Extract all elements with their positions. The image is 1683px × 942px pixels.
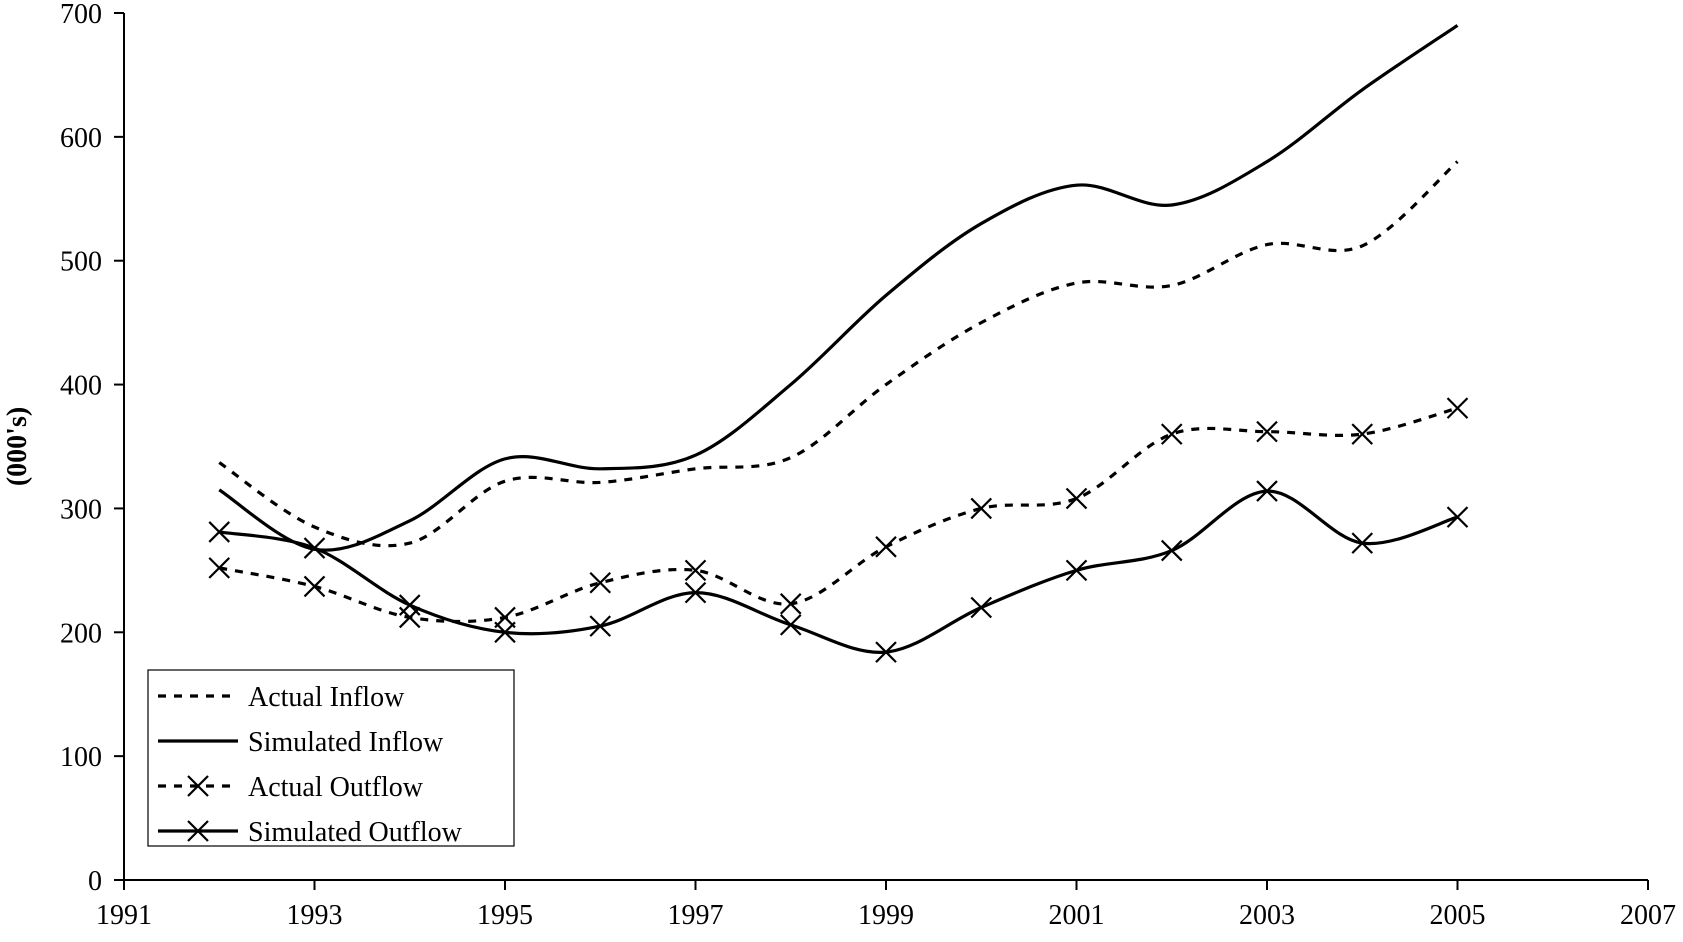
data-point-actual-outflow [970,497,993,520]
data-point-simulated-outflow [779,614,802,636]
y-tick-label: 200 [60,618,102,649]
legend-marker [187,820,209,842]
x-tick-label: 2005 [1430,900,1486,931]
legend-label: Actual Outflow [248,772,424,803]
x-tick-label: 1995 [477,900,533,931]
data-point-actual-outflow [779,593,802,615]
legend-item-simulated-inflow: Simulated Inflow [158,727,444,758]
data-point-actual-outflow [208,557,231,579]
legend-marker [187,775,209,797]
x-tick-label: 1993 [287,900,343,931]
legend-label: Actual Inflow [248,682,405,713]
legend-label: Simulated Outflow [248,817,463,848]
data-point-simulated-outflow [1256,480,1278,502]
data-point-actual-outflow [1160,423,1183,445]
y-tick-label: 500 [60,247,102,278]
data-point-simulated-outflow [208,521,231,543]
data-point-simulated-outflow [1446,506,1469,528]
data-point-actual-outflow [1446,397,1469,419]
data-point-simulated-outflow [494,621,516,644]
data-point-simulated-outflow [303,537,326,559]
y-tick-label: 600 [60,123,102,154]
y-tick-label: 300 [60,494,102,525]
legend-item-simulated-outflow: Simulated Outflow [158,817,463,848]
data-point-simulated-outflow [875,641,897,663]
y-tick-label: 0 [88,866,102,897]
x-tick-label: 2007 [1620,900,1676,931]
data-point-actual-outflow [1065,487,1088,510]
data-point-simulated-outflow [1351,532,1374,554]
legend: Actual Inflow Simulated Inflow Actual Outf… [147,669,515,848]
data-point-simulated-outflow [589,615,612,637]
data-point-simulated-outflow [970,596,993,619]
x-tick-label: 1997 [668,900,724,931]
y-axis-label: (000's) [2,407,33,486]
x-tick-label: 1991 [96,900,152,931]
x-tick-label: 2003 [1239,900,1295,931]
data-point-simulated-outflow [1065,559,1088,582]
data-point-actual-outflow [1256,420,1278,443]
y-tick-label: 100 [60,742,102,773]
legend-label: Simulated Inflow [248,727,444,758]
series-line-simulated-inflow [218,24,1459,552]
x-tick-label: 2001 [1049,900,1105,931]
data-point-actual-outflow [1351,423,1374,445]
legend-item-actual-inflow: Actual Inflow [158,682,405,713]
series-lines [208,24,1469,663]
legend-item-actual-outflow: Actual Outflow [158,772,424,803]
series-line-simulated-outflow [218,489,1458,654]
data-point-actual-outflow [875,536,897,558]
y-tick-label: 400 [60,371,102,402]
data-point-actual-outflow [589,571,612,594]
x-tick-label: 1999 [858,900,914,931]
data-point-actual-outflow [398,606,421,629]
data-point-simulated-outflow [684,581,707,604]
data-point-simulated-outflow [398,594,421,616]
data-point-actual-outflow [684,559,707,582]
y-tick-label: 700 [60,0,102,30]
series-line-actual-outflow [218,406,1458,624]
data-point-actual-outflow [303,575,326,598]
data-point-simulated-outflow [1160,539,1183,562]
legend-box [147,669,515,847]
series-line-actual-inflow [218,160,1459,548]
